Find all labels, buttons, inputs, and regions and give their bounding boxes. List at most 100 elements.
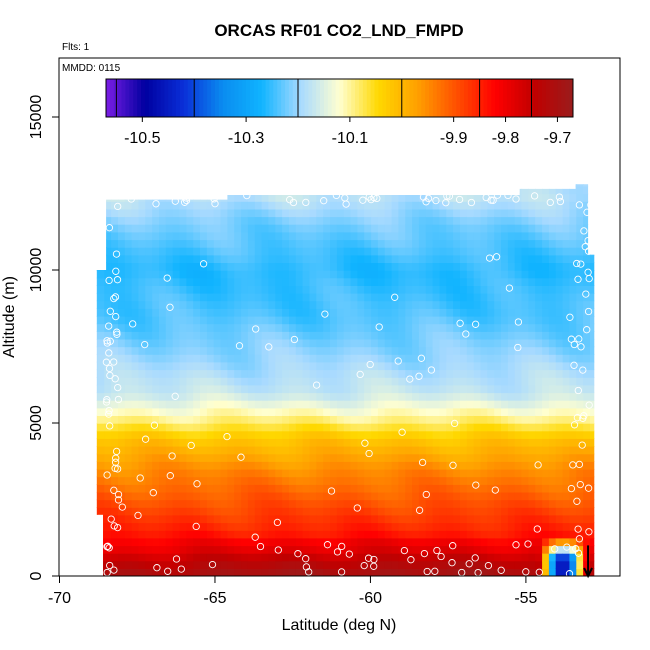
field-cell <box>200 247 208 256</box>
field-cell <box>494 514 502 524</box>
field-cell <box>371 208 379 218</box>
field-cell <box>241 323 249 332</box>
colorbar-swatch <box>125 79 130 117</box>
field-cell <box>391 193 399 202</box>
field-cell <box>336 430 345 439</box>
field-cell <box>96 423 98 432</box>
field-cell <box>152 545 160 554</box>
field-cell <box>316 423 324 432</box>
field-cell <box>330 415 338 424</box>
field-cell <box>302 484 310 493</box>
field-cell <box>96 323 98 332</box>
field-cell <box>446 438 454 447</box>
field-cell <box>480 292 488 302</box>
observation-circle <box>342 200 350 208</box>
field-cell <box>152 361 160 371</box>
field-cell <box>487 354 495 363</box>
field-cell <box>111 392 119 401</box>
field-cell <box>200 545 208 554</box>
field-cell <box>357 446 365 455</box>
field-cell <box>446 522 454 531</box>
field-cell <box>118 537 126 547</box>
field-cell <box>172 216 181 225</box>
field-cell <box>350 514 358 524</box>
field-cell <box>186 377 194 386</box>
field-cell <box>261 507 269 516</box>
field-cell <box>323 208 331 218</box>
field-cell <box>330 407 338 416</box>
field-cell <box>569 323 577 332</box>
field-cell <box>336 231 345 241</box>
field-cell <box>138 185 146 195</box>
field-cell <box>275 553 283 562</box>
field-cell <box>521 377 529 386</box>
field-cell <box>152 254 160 263</box>
field-cell <box>562 423 570 432</box>
field-cell <box>118 231 126 241</box>
field-cell <box>234 468 242 478</box>
field-cell <box>514 354 523 363</box>
field-cell <box>145 184 153 187</box>
field-cell <box>200 338 208 348</box>
field-cell <box>357 545 365 554</box>
field-cell <box>521 499 529 508</box>
field-cell <box>501 568 509 577</box>
field-cell <box>548 453 557 462</box>
field-cell <box>118 553 126 562</box>
field-cell <box>302 184 310 187</box>
field-cell <box>206 216 215 225</box>
field-cell <box>425 308 434 317</box>
field-cell <box>542 438 550 447</box>
field-cell <box>206 553 215 562</box>
field-cell <box>289 377 297 386</box>
field-cell <box>357 292 365 302</box>
field-cell <box>323 292 331 302</box>
field-cell <box>555 231 564 241</box>
field-cell <box>96 400 98 409</box>
field-cell <box>446 507 454 516</box>
field-cell <box>193 484 201 493</box>
field-cell <box>405 514 413 524</box>
observation-circle <box>574 386 582 395</box>
field-cell <box>364 277 372 286</box>
field-cell <box>439 369 447 378</box>
field-cell <box>507 270 516 279</box>
field-cell <box>323 354 331 363</box>
field-cell <box>507 315 516 325</box>
field-cell <box>487 315 495 325</box>
field-cell <box>439 292 447 302</box>
field-cell <box>597 262 604 270</box>
field-cell <box>528 522 536 531</box>
field-cell <box>241 331 249 340</box>
observation-circle <box>141 340 149 349</box>
field-cell <box>590 568 595 577</box>
field-cell <box>405 530 413 539</box>
field-cell <box>145 346 153 355</box>
colorbar-swatch <box>448 79 453 117</box>
field-cell <box>514 185 523 195</box>
field-cell <box>227 184 235 187</box>
field-cell <box>384 476 393 485</box>
field-cell <box>289 545 297 554</box>
field-cell <box>172 208 181 218</box>
field-cell <box>453 553 461 562</box>
field-cell <box>555 254 564 263</box>
field-cell <box>364 346 372 355</box>
field-cell <box>159 468 167 478</box>
field-cell <box>336 247 345 256</box>
field-cell <box>282 468 290 478</box>
field-cell <box>371 553 379 562</box>
field-cell <box>473 208 482 218</box>
field-cell <box>323 262 331 271</box>
field-cell <box>412 369 420 378</box>
field-cell <box>309 323 317 332</box>
observation-circle <box>572 545 580 553</box>
field-cell <box>528 277 536 286</box>
field-cell <box>521 277 529 286</box>
field-cell <box>535 560 543 569</box>
field-cell <box>412 323 420 332</box>
field-cell <box>254 468 263 478</box>
field-cell <box>466 468 475 478</box>
field-cell <box>364 384 372 394</box>
colorbar-frame <box>105 78 574 118</box>
